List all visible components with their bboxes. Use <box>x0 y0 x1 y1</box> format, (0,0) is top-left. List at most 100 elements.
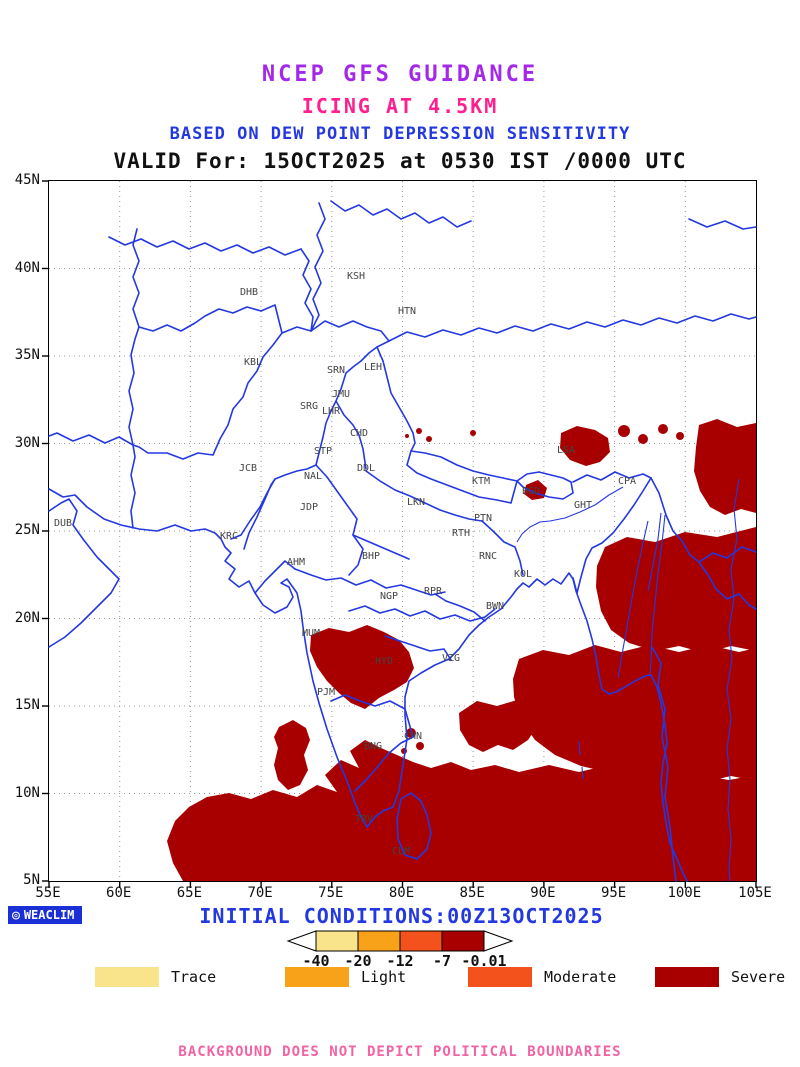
city-label-lhr: LHR <box>322 406 341 417</box>
colorbar-svg <box>286 930 514 952</box>
city-label-dhb: DHB <box>240 287 258 298</box>
lon-tick-label: 95E <box>600 885 627 901</box>
city-label-lkn: LKN <box>407 497 425 508</box>
city-label-jdp: JDP <box>300 502 318 513</box>
colorbar-right-arrow <box>483 930 514 952</box>
lon-tick-label: 55E <box>35 885 61 901</box>
lon-tick-label: 90E <box>530 885 556 901</box>
colorbar-threshold-label: -7 <box>432 952 452 970</box>
city-label-ght: GHT <box>574 500 592 511</box>
lon-tick-label: 100E <box>667 885 702 901</box>
city-label-jcb: JCB <box>239 463 257 474</box>
city-label-rpr: RPR <box>424 586 443 597</box>
city-label-chd: CHD <box>350 428 368 439</box>
legend-label-trace: Trace <box>171 968 217 986</box>
severe-icing-layer <box>167 419 756 881</box>
city-label-nal: NAL <box>304 471 322 482</box>
city-label-rnc: RNC <box>479 551 497 562</box>
legend-label-severe: Severe <box>731 968 786 986</box>
colorbar-labels: -40 -20 -12 -7 -0.01 <box>286 952 514 970</box>
city-label-bhp: BHP <box>362 551 380 562</box>
coastline <box>48 488 688 882</box>
lat-tick-label: 40N <box>14 259 40 276</box>
city-label-mum: MUM <box>302 628 320 639</box>
lon-tick-label: 60E <box>106 885 132 901</box>
city-label-chn: CHN <box>404 731 422 742</box>
city-label-lsa: LSA <box>557 445 575 456</box>
city-label-clm: CLM <box>392 846 410 857</box>
city-label-srn: SRN <box>327 365 345 376</box>
lon-tick-label: 70E <box>247 885 273 901</box>
legend-swatch-trace <box>95 967 159 987</box>
lat-tick-label: 30N <box>14 434 40 451</box>
map-frame: DHB KSH HTN KBL SRN LEH JMU SRG LHR CHD STP DDL JCB N… <box>42 180 757 888</box>
nepal <box>406 450 518 504</box>
colorbar-segment-trace <box>315 930 359 952</box>
legend-swatch-moderate <box>468 967 532 987</box>
city-label-dub: DUB <box>54 518 72 529</box>
city-label-pjm: PJM <box>317 687 335 698</box>
lon-tick-label: 65E <box>176 885 203 901</box>
lat-tick-label: 5N <box>23 872 40 888</box>
city-label-krc: KRC <box>220 531 238 542</box>
title-method: BASED ON DEW POINT DEPRESSION SENSITIVIT… <box>169 124 631 144</box>
legend-label-moderate: Moderate <box>544 968 617 986</box>
city-label-htn: HTN <box>398 306 416 317</box>
lat-tick-label: 10N <box>14 784 40 801</box>
city-label-bgd: BGD <box>522 486 540 497</box>
latitude-axis: 45N 40N 35N 30N 25N 20N 15N 10N 5N <box>2 172 44 888</box>
lon-tick-label: 85E <box>459 885 485 901</box>
city-label-ptn: PTN <box>474 513 492 524</box>
city-label-bwn: BWN <box>486 601 504 612</box>
city-label-ngp: NGP <box>380 591 398 602</box>
colorbar-threshold-label: -40 <box>302 952 330 970</box>
city-label-srg: SRG <box>300 401 318 412</box>
city-label-trv: TRV <box>355 814 373 825</box>
city-label-kol: KOL <box>514 569 532 580</box>
weaclim-circle-icon: ◎ <box>12 907 20 923</box>
background-note: BACKGROUND DOES NOT DEPICT POLITICAL BOU… <box>178 1044 622 1060</box>
colorbar-threshold-label: -20 <box>344 952 372 970</box>
city-label-stp: STP <box>314 446 332 457</box>
city-label-leh: LEH <box>364 362 382 373</box>
legend-swatch-light <box>285 967 349 987</box>
city-label-ksh: KSH <box>347 271 365 282</box>
lat-tick-label: 15N <box>14 697 40 713</box>
legend-row: Trace Light Moderate Severe <box>0 966 800 990</box>
colorbar-segment-light <box>357 930 401 952</box>
lat-tick-label: 35N <box>14 347 40 363</box>
city-label-cpa: CPA <box>618 476 636 487</box>
oman-coast <box>48 498 120 648</box>
weaclim-logo: ◎ WEACLIM <box>8 906 83 924</box>
city-label-ddl: DDL <box>357 463 375 474</box>
longitude-axis: 55E 60E 65E 70E 75E 80E 85E 90E 95E 100E 105E <box>35 885 772 903</box>
boundary-layer <box>48 200 757 882</box>
lat-tick-label: 20N <box>14 609 40 626</box>
lat-tick-label: 45N <box>14 172 40 188</box>
city-label-vzg: VZG <box>442 653 460 664</box>
tick-layer <box>42 180 757 888</box>
city-label-jmu: JMU <box>332 389 350 400</box>
weaclim-logo-text: WEACLIM <box>23 908 75 922</box>
lon-tick-label: 80E <box>388 885 415 901</box>
colorbar-threshold-label: -12 <box>386 952 414 970</box>
icing-map: DHB KSH HTN KBL SRN LEH JMU SRG LHR CHD STP DDL JCB N… <box>42 180 757 888</box>
city-label-rth: RTH <box>452 528 470 539</box>
city-label-kbl: KBL <box>244 357 262 368</box>
lon-tick-label: 105E <box>738 885 772 901</box>
bhutan <box>516 471 574 500</box>
legend-swatch-severe <box>655 967 719 987</box>
city-label-ktm: KTM <box>472 476 490 487</box>
lon-tick-label: 75E <box>318 885 344 901</box>
city-label-ahm: AHM <box>287 557 305 568</box>
legend-label-light: Light <box>361 968 407 986</box>
city-label-layer: DHB KSH HTN KBL SRN LEH JMU SRG LHR CHD STP DDL JCB N… <box>54 271 636 857</box>
initial-conditions-text: INITIAL CONDITIONS:00Z13OCT2025 <box>199 904 604 928</box>
sri-lanka <box>396 792 432 860</box>
city-label-hyd: HYD <box>375 656 393 667</box>
colorbar-threshold-label: -0.01 <box>461 952 507 970</box>
title-valid-time: VALID For: 15OCT2025 at 0530 IST /0000 U… <box>113 149 687 173</box>
lat-tick-label: 25N <box>14 522 40 538</box>
colorbar-segment-moderate <box>399 930 443 952</box>
